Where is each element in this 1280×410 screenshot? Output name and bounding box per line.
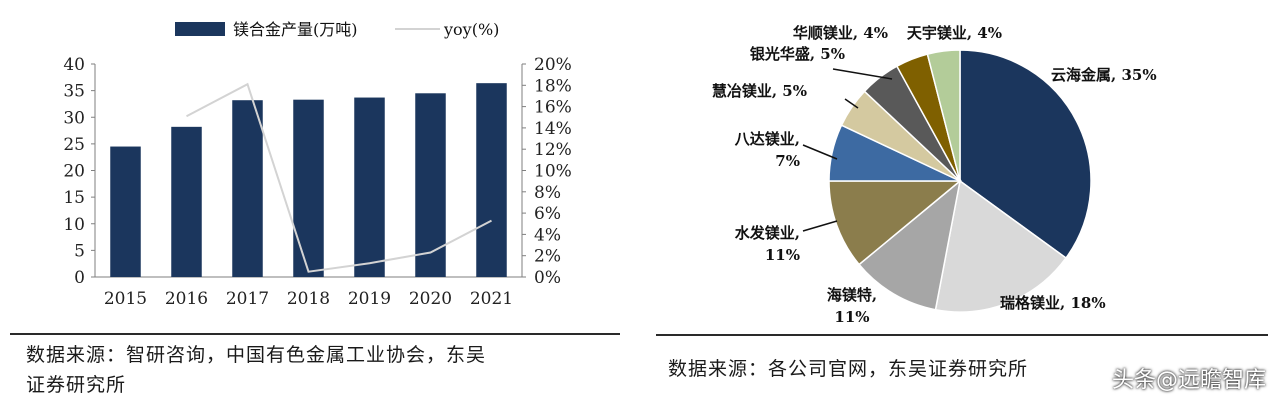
right-y-tick-label: 2% [534,247,561,267]
pie-label-4: 水发镁业, 11% [735,224,800,264]
bar-2021 [476,83,507,277]
right-y-tick-label: 0% [534,268,561,288]
legend-bar-swatch [175,22,225,36]
pie-label-7: 银光华盛, 5% [750,45,845,63]
pie-leader-5 [802,144,838,160]
right-source-note: 数据来源：各公司官网，东吴证券研究所 [668,358,1029,380]
left-bottom-rule [10,333,620,335]
right-y-tick-label: 8% [534,183,561,203]
right-y-tick-label: 20% [534,55,572,75]
bar-2019 [354,97,385,277]
left-chart: 0 5 10 15 20 25 30 35 40 0%2%4%6%8%10%12%14%16%18… [63,20,572,309]
pie-leader-7 [832,68,893,80]
left-y-tick-label: 40 [63,55,85,75]
left-source-line-2: 证券研究所 [26,374,127,396]
bar-2017 [232,100,263,278]
pie-leader-6 [844,98,859,109]
x-tick-label: 2018 [287,289,330,309]
pie-label-pct: 7% [775,152,800,170]
x-tick-label: 2021 [470,289,513,309]
pie-label-3: 海镁特, 11% [827,286,877,326]
right-chart: 云海金属, 35% 瑞格镁业, 18% 海镁特, 11% 水发镁业, 11% 八达镁业, 7%… [712,24,1157,326]
pie-label-name: 水发镁业, [735,224,800,242]
x-tick-label: 2017 [226,289,269,309]
left-y-tick-label: 5 [74,241,85,261]
x-tick-label: 2015 [104,289,147,309]
pie-slice-4 [828,180,963,266]
right-y-tick-label: 12% [534,140,572,160]
pie-leader-4 [802,220,838,232]
left-source-line-1: 数据来源：智研咨询，中国有色金属工业协会，东吴 [26,344,487,366]
left-y-tick-label: 15 [63,188,85,208]
bar-2018 [293,99,324,278]
right-y-tick-label: 4% [534,225,561,245]
x-tick-label: 2020 [409,289,452,309]
right-y-tick-label: 14% [534,119,572,139]
watermark: 头条@远瞻智库 [1111,368,1266,393]
pie-label-pct: 11% [765,246,800,264]
yoy-line [186,82,492,273]
x-tick-label: 2016 [165,289,208,309]
left-y-tick-label: 0 [74,268,85,288]
left-y-tick-label: 30 [63,108,85,128]
pie-label-1: 云海金属, 35% [1051,66,1157,84]
pie-slice-3 [858,179,962,311]
x-tick-label: 2019 [348,289,391,309]
pie-slice-1 [959,49,1092,260]
pie-label-pct: 11% [834,308,869,326]
right-bottom-rule [656,334,1268,336]
pie-slice-9 [926,49,961,182]
pie-label-5: 八达镁业, 7% [734,130,800,170]
left-y-tick-label: 20 [63,162,85,182]
bar-2015 [110,146,141,277]
bar-2020 [415,93,446,277]
right-y-tick-label: 6% [534,204,561,224]
pie-label-name: 海镁特, [827,286,877,304]
pie-label-8: 华顺镁业, 4% [793,24,888,42]
legend-bar-label: 镁合金产量(万吨) [233,20,358,39]
left-y-tick-label: 25 [63,135,85,155]
right-y-tick-label: 10% [534,162,572,182]
right-y-tick-label: 16% [534,98,572,118]
pie-label-6: 慧冶镁业, 5% [712,82,807,100]
right-y-tick-label: 18% [534,76,572,96]
left-y-tick-label: 35 [63,82,85,102]
left-source-note: 数据来源：智研咨询，中国有色金属工业协会，东吴 证券研究所 [26,340,616,400]
pie-label-name: 八达镁业, [734,130,800,148]
pie-slice-2 [934,179,1068,313]
left-y-tick-label: 10 [63,215,85,235]
pie-label-2: 瑞格镁业, 18% [1000,294,1106,312]
legend-line-label: yoy(%) [443,20,499,39]
bar-2016 [171,126,202,278]
pie-label-9: 天宇镁业, 4% [907,24,1002,42]
